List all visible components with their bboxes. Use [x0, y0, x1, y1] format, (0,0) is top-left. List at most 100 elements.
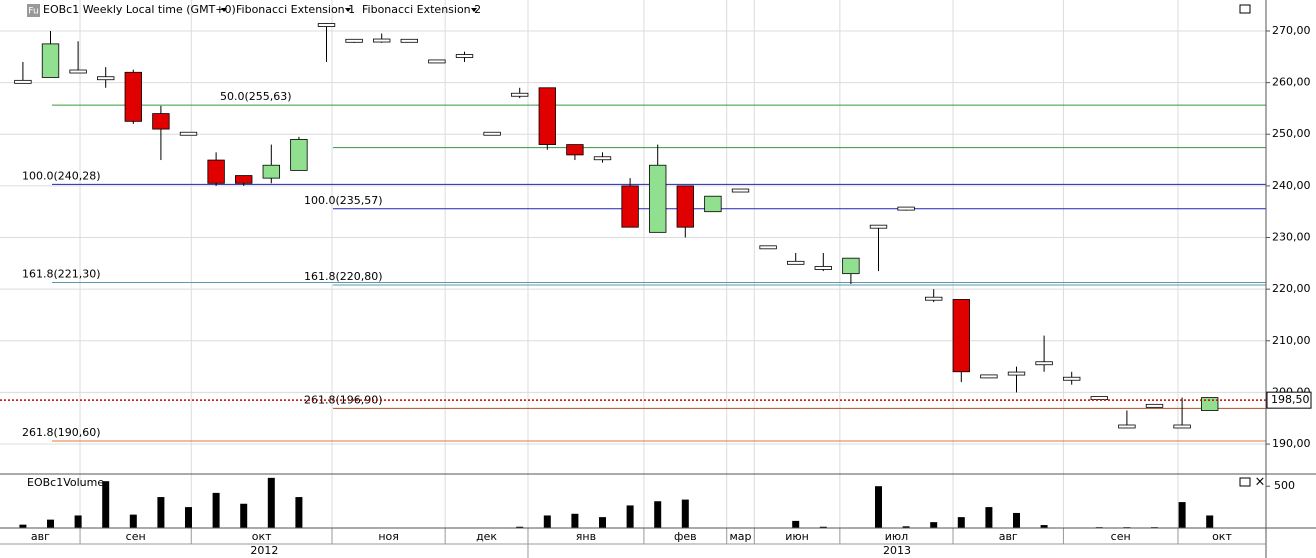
volume-bar [1040, 525, 1048, 528]
candle-body [1173, 424, 1191, 429]
icon[interactable] [27, 4, 40, 17]
y-tick-label: 190,00 [1272, 437, 1311, 450]
fib-2-name[interactable]: Fibonacci Extension 2 [362, 3, 481, 16]
instrument[interactable]: EOBc1 Weekly Local time (GMT+0) [43, 3, 236, 16]
candle-body [1145, 403, 1164, 408]
volume-bar [129, 514, 137, 528]
y-tick-label: 220,00 [1272, 282, 1311, 295]
volume-bar [185, 507, 193, 528]
volume-title: EOBc1Volume [27, 476, 104, 489]
x-tick-label: авг [31, 530, 50, 543]
volume-bar [240, 503, 248, 528]
volume-bar [819, 526, 827, 528]
candle-body [731, 188, 750, 193]
x-tick-label: окт [252, 530, 272, 543]
candle-body [593, 156, 612, 161]
price-tag [1266, 391, 1312, 409]
fibonacci: 50.0(255,63) 100.0(240,28) 161.8(221,30) 26… [22, 90, 1266, 442]
close-button[interactable]: × [1255, 475, 1266, 490]
x-tick-label: окт [1212, 530, 1232, 543]
price-tag-label: 198,50 [1271, 393, 1310, 406]
volume-bar [957, 517, 965, 528]
volume-bar [681, 499, 689, 528]
year-label: 2012 [250, 544, 278, 557]
y-tick-label: 270,00 [1272, 24, 1311, 37]
volume-bar [543, 515, 551, 528]
candle-body [814, 266, 832, 270]
candle-body [869, 224, 888, 229]
maximize-button[interactable] [1239, 4, 1251, 14]
candle-body [179, 131, 198, 136]
volume-bar [1012, 512, 1020, 528]
y-tick-label: 210,00 [1272, 334, 1311, 347]
candle-body [1063, 376, 1081, 381]
x-tick-label: сен [1111, 530, 1131, 543]
y-tick-label: 260,00 [1272, 76, 1311, 89]
dropdown-arrow[interactable] [345, 8, 351, 12]
volume-bar [19, 524, 27, 528]
fib-label: 50.0(255,63) [220, 90, 292, 103]
volume-bar [1178, 502, 1186, 528]
candle-body [1090, 396, 1108, 400]
volume-bar [47, 519, 55, 528]
candle-body [317, 23, 336, 27]
candle-body [262, 164, 280, 179]
candle-body [235, 175, 253, 184]
volume-bar [157, 497, 165, 528]
y-tick-label: 250,00 [1272, 127, 1311, 140]
x-tick-label: ноя [378, 530, 399, 543]
candle-body [511, 92, 529, 97]
x-tick-label: дек [476, 530, 497, 543]
candle-body [538, 87, 556, 145]
candle-body [621, 185, 639, 228]
year-label: 2013 [883, 544, 911, 557]
dropdown-arrow[interactable] [471, 8, 477, 12]
fib-label: 161.8(220,80) [304, 270, 383, 283]
volume-bar [930, 522, 938, 528]
candle-body [455, 54, 474, 58]
x-tick-label: фев [674, 530, 697, 543]
volume-bar [295, 497, 303, 528]
candle-body [373, 38, 391, 43]
candle-body [41, 43, 60, 78]
volume-bar [874, 486, 882, 528]
fib-1-name[interactable]: Fibonacci Extension 1 [236, 3, 355, 16]
volume-bar [516, 526, 524, 528]
volume-bar [626, 505, 634, 528]
maximize-button[interactable] [1239, 477, 1251, 487]
fib-label: 261.8(196,90) [304, 393, 383, 406]
volume-bar [1206, 515, 1214, 528]
volume-bar [599, 517, 607, 528]
x-tick-label: мар [729, 530, 751, 543]
volume-bar [74, 515, 82, 528]
candle-body [842, 257, 860, 275]
candle-body [952, 299, 970, 373]
dropdown-arrow[interactable] [221, 8, 227, 12]
fib-label: 100.0(240,28) [22, 169, 101, 182]
candle-body [428, 59, 446, 64]
candle-body [1007, 371, 1026, 376]
fib-label: 161.8(221,30) [22, 267, 101, 280]
candle-body [1035, 361, 1053, 366]
volume-bar [212, 492, 220, 528]
y-tick-label: 500 [1274, 479, 1295, 492]
x-tick-label: июн [785, 530, 809, 543]
x-tick-label: янв [576, 530, 596, 543]
candle-body [925, 296, 943, 301]
candle-body [124, 71, 142, 122]
candle-body [290, 139, 308, 171]
volume-bar [267, 477, 275, 528]
candle-body [787, 260, 805, 265]
volume-bar [902, 526, 910, 528]
candle-body [980, 374, 998, 379]
grid [0, 0, 1266, 528]
candle-body [897, 206, 915, 211]
volume-bar [985, 507, 993, 528]
fib-label: 100.0(235,57) [304, 194, 383, 207]
candle-body [69, 69, 87, 74]
candle-body [1118, 424, 1136, 429]
y-tick-label: 230,00 [1272, 231, 1311, 244]
candle-body [14, 79, 32, 84]
